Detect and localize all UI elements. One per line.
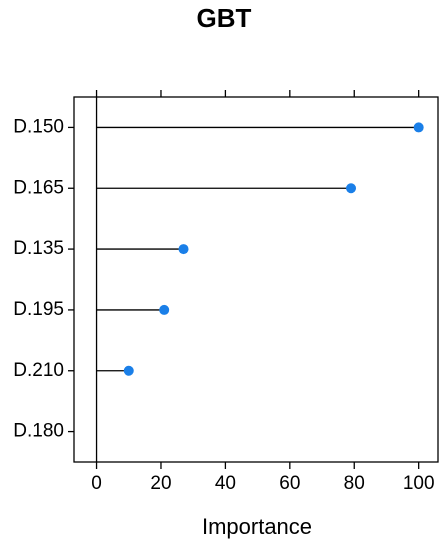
x-tick-label: 100 xyxy=(403,473,435,494)
y-tick-label: D.135 xyxy=(13,238,64,259)
dot xyxy=(159,304,170,315)
dot xyxy=(123,365,134,376)
x-tick-label: 60 xyxy=(279,473,300,494)
x-tick-label: 20 xyxy=(150,473,171,494)
x-tick-label: 0 xyxy=(91,473,102,494)
dot xyxy=(178,244,189,255)
y-tick-label: D.210 xyxy=(13,360,64,381)
x-tick-label: 40 xyxy=(215,473,236,494)
chart-title: GBT xyxy=(197,3,252,33)
y-tick-label: D.150 xyxy=(13,116,64,137)
x-tick-label: 80 xyxy=(344,473,365,494)
y-tick-label: D.165 xyxy=(13,177,64,198)
y-tick-label: D.180 xyxy=(13,421,64,442)
plot-frame xyxy=(73,96,439,463)
dot xyxy=(413,122,424,133)
dot xyxy=(346,183,357,194)
y-tick-label: D.195 xyxy=(13,299,64,320)
x-axis-label: Importance xyxy=(202,514,312,539)
